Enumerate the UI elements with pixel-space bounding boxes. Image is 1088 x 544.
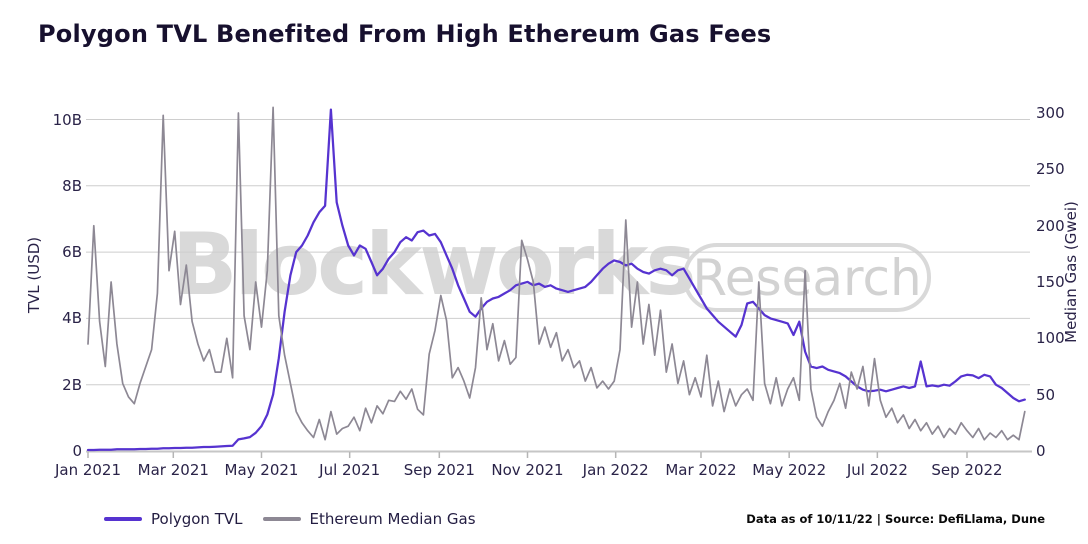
legend-label: Ethereum Median Gas [309, 510, 476, 528]
x-axis-tick-label: Jan 2021 [54, 461, 122, 479]
polygon-tvl-line [86, 108, 1026, 452]
left-axis-tick-label: 6B [62, 243, 82, 262]
ethereum-median-gas-line [87, 106, 1026, 441]
x-axis-tick-label: Jan 2022 [582, 461, 649, 479]
x-axis-tick-label: Sep 2022 [931, 461, 1003, 479]
right-axis-tick-label: 300 [1036, 103, 1065, 122]
left-axis-tick-label: 10B [52, 110, 82, 129]
x-axis-tick-label: Jul 2021 [319, 461, 381, 479]
legend-item-polygon-tvl: Polygon TVL [104, 510, 243, 528]
left-axis-tick-label: 8B [62, 176, 82, 195]
right-axis-tick-label: 100 [1036, 329, 1065, 348]
x-axis-tick-label: May 2021 [224, 461, 299, 479]
ethereum-median-gas-swatch [262, 517, 301, 521]
x-axis-tick-label: Sep 2021 [403, 461, 475, 479]
left-axis-tick-label: 4B [62, 309, 82, 328]
legend-item-ethereum-median-gas: Ethereum Median Gas [262, 510, 476, 528]
left-axis-title: TVL (USD) [25, 236, 43, 314]
x-axis-tick-label: Jul 2022 [846, 461, 908, 479]
left-axis-tick-label: 2B [62, 375, 82, 394]
right-axis-tick-label: 50 [1036, 385, 1056, 404]
x-axis-tick-label: Nov 2021 [491, 461, 564, 479]
legend-label: Polygon TVL [151, 510, 243, 528]
right-axis-tick-label: 150 [1036, 272, 1065, 291]
left-axis-tick-label: 0 [72, 442, 82, 460]
right-axis-tick-label: 0 [1036, 442, 1046, 460]
polygon-tvl-swatch [104, 517, 142, 521]
blockworks-watermark: Blockworks [172, 215, 697, 315]
page-title: Polygon TVL Benefited From High Ethereum… [38, 20, 772, 48]
right-axis-tick-label: 200 [1036, 216, 1065, 235]
x-axis-tick-label: Mar 2022 [665, 461, 737, 479]
x-axis-tick-label: Mar 2021 [137, 461, 209, 479]
right-axis-tick-label: 250 [1036, 160, 1065, 179]
x-axis-tick-label: May 2022 [752, 461, 827, 479]
chart-legend: Polygon TVL Ethereum Median Gas [104, 510, 476, 528]
source-attribution: Data as of 10/11/22 | Source: DefiLlama,… [746, 512, 1045, 526]
